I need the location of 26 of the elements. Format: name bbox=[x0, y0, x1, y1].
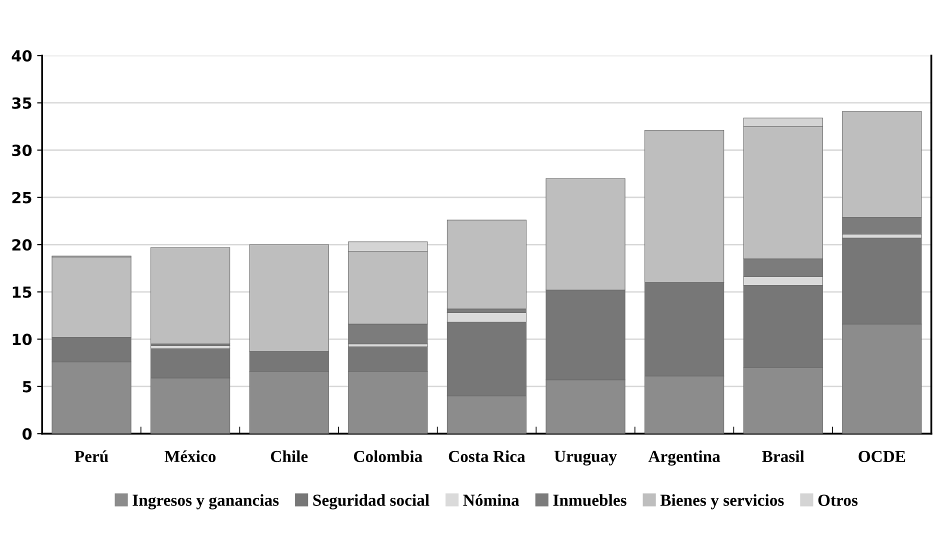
y-tick-label: 15 bbox=[12, 286, 32, 298]
legend-label: Inmuebles bbox=[553, 494, 626, 506]
legend-label: Ingresos y ganancias bbox=[132, 494, 279, 510]
x-tick-label: Colombia bbox=[354, 450, 422, 462]
legend-label: Seguridad social bbox=[313, 494, 430, 510]
bar bbox=[446, 220, 527, 310]
x-tick-label: Chile bbox=[270, 450, 308, 462]
legend-label: Nómina bbox=[463, 494, 520, 506]
y-tick-label: 5 bbox=[22, 381, 32, 392]
x-tick-label: Perú bbox=[74, 450, 108, 462]
x-tick-label: Brasil bbox=[762, 450, 804, 462]
y-tick-label: 0 bbox=[22, 428, 32, 440]
y-tick-label: 35 bbox=[12, 97, 32, 109]
y-tick-label: 25 bbox=[12, 192, 32, 204]
x-tick-label: Uruguay bbox=[554, 450, 617, 466]
x-tick-label: Argentina bbox=[648, 450, 720, 466]
bar bbox=[150, 247, 230, 344]
x-tick-label: OCDE bbox=[858, 450, 906, 462]
y-tick-label: 40 bbox=[12, 50, 32, 62]
x-tick-label: México bbox=[164, 450, 216, 462]
y-tick-label: 20 bbox=[12, 239, 32, 251]
y-tick-label: 10 bbox=[12, 334, 32, 346]
x-tick-label: Costa Rica bbox=[448, 450, 526, 462]
y-tick-label: 30 bbox=[12, 144, 32, 156]
legend-label: Otros bbox=[818, 494, 858, 506]
legend-label: Bienes y servicios bbox=[660, 494, 784, 510]
